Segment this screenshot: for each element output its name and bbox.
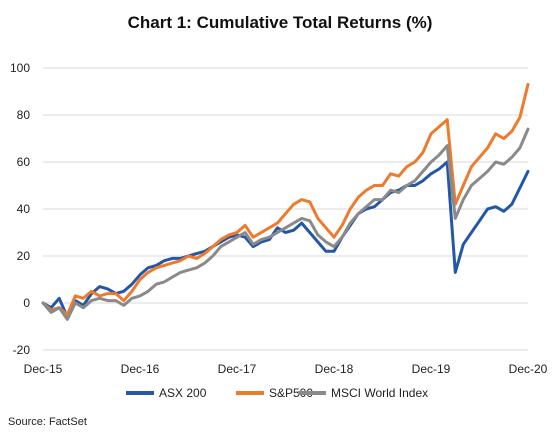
legend-label: ASX 200 — [159, 386, 207, 400]
y-tick-label: 60 — [17, 155, 31, 169]
y-tick-label: 80 — [17, 108, 31, 122]
legend-label: MSCI World Index — [331, 386, 428, 400]
x-tick-label: Dec-16 — [121, 362, 160, 376]
source-note: Source: FactSet — [8, 416, 87, 428]
series-line-2 — [41, 82, 530, 317]
y-tick-label: -20 — [13, 343, 31, 357]
legend: ASX 200 S&P500 MSCI World Index — [126, 386, 428, 400]
chart-title: Chart 1: Cumulative Total Returns (%) — [128, 13, 433, 32]
y-tick-label: 0 — [23, 296, 30, 310]
series-line-1 — [41, 160, 530, 319]
y-tick-label: 20 — [17, 249, 31, 263]
y-tick-label: 40 — [17, 202, 31, 216]
x-tick-label: Dec-19 — [412, 362, 451, 376]
series-lines — [41, 82, 530, 321]
x-axis: Dec-15 Dec-16 Dec-17 Dec-18 Dec-19 Dec-20 — [24, 362, 548, 376]
x-tick-label: Dec-15 — [24, 362, 63, 376]
y-tick-label: 100 — [10, 61, 30, 75]
x-tick-label: Dec-20 — [509, 362, 548, 376]
x-tick-label: Dec-17 — [218, 362, 257, 376]
gridlines — [43, 67, 528, 351]
x-tick-label: Dec-18 — [315, 362, 354, 376]
legend-label: S&P500 — [269, 386, 313, 400]
y-axis: -20 0 20 40 60 80 100 — [10, 61, 30, 357]
series-line-3 — [41, 127, 530, 321]
